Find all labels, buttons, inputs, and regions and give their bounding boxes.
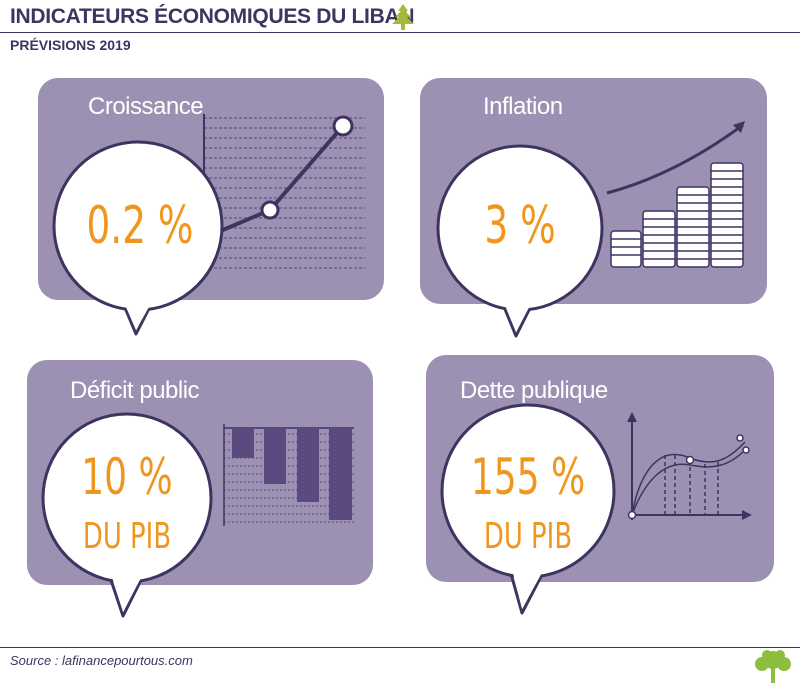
page-subtitle: PRÉVISIONS 2019 [10,37,131,53]
page-title: INDICATEURS ÉCONOMIQUES DU LIBAN [10,5,415,28]
footer-rule [0,647,800,648]
value-inflation: 3 % [484,196,556,256]
value-croissance: 0.2 % [86,196,194,256]
value-dette: 155 % [470,448,586,506]
growth-line-chart-icon [203,114,365,270]
value-bubble-inflation [436,144,604,338]
coins-icon [606,121,745,268]
cedar-icon [392,4,414,30]
value-dette-unit: DU PIB [483,516,573,557]
value-bubble-dette [440,403,616,615]
value-deficit: 10 % [81,448,173,506]
source-credit: Source : lafinancepourtous.com [10,653,193,668]
card-title-dette: Dette publique [460,377,608,404]
header: INDICATEURS ÉCONOMIQUES DU LIBAN PRÉVISI… [0,0,800,60]
tree-logo-icon [755,650,791,683]
header-rule [0,32,800,33]
deficit-bar-chart-icon [223,424,354,526]
value-deficit-unit: DU PIB [82,516,172,557]
card-title-inflation: Inflation [483,93,563,120]
card-title-croissance: Croissance [88,93,204,120]
debt-curve-chart-icon [627,412,752,520]
value-bubble-croissance [52,140,224,336]
card-title-deficit: Déficit public [70,377,200,404]
value-bubble-deficit [41,412,213,618]
